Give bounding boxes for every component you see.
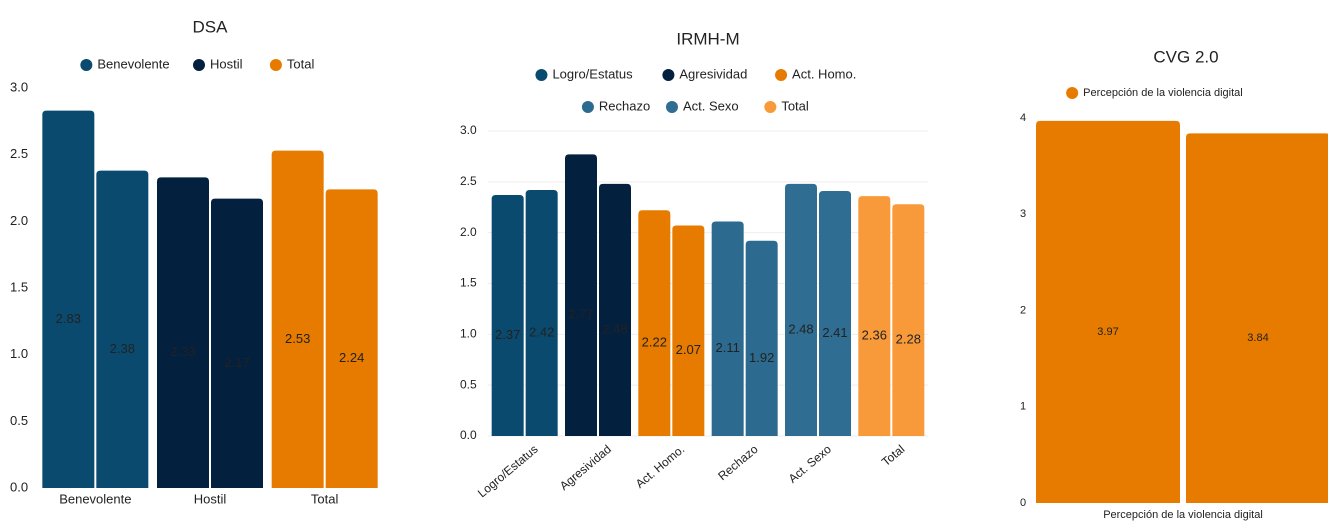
x-tick-label: Benevolente — [59, 491, 131, 506]
y-tick-label: 4 — [1020, 112, 1026, 124]
chart-title: CVG 2.0 — [1153, 47, 1218, 66]
x-tick-label: Logro/Estatus — [475, 442, 541, 500]
value-label: 2.48 — [788, 321, 813, 336]
x-tick-label: Rechazo — [715, 442, 761, 483]
y-tick-label: 1.5 — [10, 279, 28, 294]
value-label: 2.77 — [568, 307, 593, 322]
bar — [599, 183, 631, 436]
bar — [525, 189, 558, 436]
x-tick-label: Total — [879, 442, 907, 469]
legend-swatch — [665, 101, 678, 113]
value-label: 3.97 — [1097, 326, 1118, 338]
value-label: 2.42 — [529, 324, 554, 339]
bar — [565, 154, 597, 436]
bar — [819, 190, 851, 436]
bar — [1036, 120, 1180, 503]
bar — [672, 225, 705, 436]
legend-swatch — [775, 69, 788, 81]
legend-swatch — [662, 69, 675, 81]
y-tick-label: 2.0 — [460, 225, 477, 239]
x-tick-label: Percepción de la violencia digital — [1103, 509, 1263, 521]
bar — [858, 196, 891, 436]
y-tick-label: 0.5 — [460, 377, 477, 391]
y-tick-label: 0 — [1020, 497, 1026, 509]
legend-swatch — [764, 101, 777, 113]
bar — [271, 150, 324, 488]
y-tick-label: 1 — [1020, 401, 1026, 413]
value-label: 2.11 — [715, 340, 739, 355]
legend-label: Logro/Estatus — [552, 66, 633, 81]
y-tick-label: 3.0 — [10, 79, 28, 94]
value-label: 2.53 — [285, 331, 310, 346]
value-label: 2.38 — [110, 341, 135, 356]
value-label: 2.33 — [170, 344, 195, 359]
legend-label: Rechazo — [599, 98, 650, 113]
y-tick-label: 1.0 — [460, 327, 477, 341]
x-tick-label: Act. Homo. — [633, 442, 687, 491]
value-label: 2.07 — [676, 342, 701, 357]
y-tick-label: 2.5 — [460, 174, 477, 188]
bar — [42, 110, 95, 489]
chart-title: DSA — [193, 17, 229, 36]
x-tick-label: Hostil — [194, 491, 227, 506]
x-tick-label: Total — [311, 491, 339, 506]
x-tick-label: Act. Sexo — [786, 442, 835, 486]
bar — [157, 177, 209, 489]
legend-label: Total — [287, 56, 315, 71]
legend-label: Total — [781, 98, 809, 113]
legend-label: Act. Sexo — [683, 98, 739, 113]
y-tick-label: 2.5 — [10, 146, 28, 161]
legend-label: Percepción de la violencia digital — [1083, 87, 1243, 99]
value-label: 2.83 — [56, 311, 81, 326]
value-label: 2.24 — [339, 350, 364, 365]
value-label: 2.17 — [224, 355, 249, 370]
value-label: 2.37 — [495, 327, 520, 342]
bar — [211, 198, 263, 488]
value-label: 2.28 — [896, 332, 921, 347]
bar — [1186, 133, 1328, 503]
legend-label: Agresividad — [679, 66, 747, 81]
y-tick-label: 0.5 — [10, 413, 28, 428]
legend-swatch — [581, 101, 594, 113]
legend-label: Benevolente — [97, 56, 169, 71]
value-label: 2.22 — [642, 335, 667, 350]
bar — [785, 183, 817, 436]
y-tick-label: 2 — [1020, 304, 1026, 316]
bar — [892, 204, 925, 436]
value-label: 2.41 — [822, 325, 847, 340]
bar — [638, 210, 671, 436]
chart-title: IRMH-M — [676, 29, 739, 48]
x-tick-label: Agresividad — [557, 442, 614, 493]
bar — [491, 195, 524, 436]
bar — [96, 170, 149, 488]
value-label: 3.84 — [1247, 332, 1268, 344]
bar — [325, 189, 378, 489]
legend-swatch — [1066, 87, 1079, 99]
y-tick-label: 1.0 — [10, 346, 28, 361]
y-tick-label: 3 — [1020, 208, 1026, 220]
y-tick-label: 0.0 — [10, 479, 28, 494]
y-tick-label: 0.0 — [460, 428, 477, 442]
legend-swatch — [269, 59, 282, 71]
bar — [711, 221, 744, 436]
value-label: 2.48 — [602, 321, 627, 336]
legend-swatch — [535, 69, 548, 81]
legend-label: Hostil — [210, 56, 243, 71]
value-label: 2.36 — [862, 327, 887, 342]
y-tick-label: 3.0 — [460, 123, 477, 137]
y-tick-label: 1.5 — [460, 276, 477, 290]
bar — [745, 240, 778, 436]
legend-swatch — [80, 59, 93, 71]
y-tick-label: 2.0 — [10, 213, 28, 228]
legend-swatch — [193, 59, 205, 71]
legend-label: Act. Homo. — [792, 66, 856, 81]
value-label: 1.92 — [749, 350, 774, 365]
